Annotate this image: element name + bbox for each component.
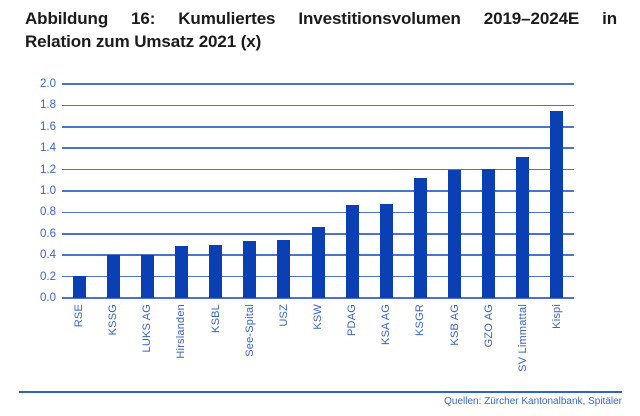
y-tick-label: 1.4 (40, 142, 56, 155)
gridline (62, 126, 574, 128)
y-tick-label: 0.6 (40, 227, 56, 240)
x-tick-label: See-Spital (243, 304, 256, 357)
x-tick-label: Hirslanden (175, 304, 188, 359)
x-tick-label: KSBL (209, 304, 222, 333)
y-tick-label: 1.2 (40, 163, 56, 176)
bar (311, 227, 325, 298)
gridline (62, 297, 574, 299)
bar (72, 275, 86, 298)
x-tick-label: PDAG (346, 304, 359, 336)
bar (209, 244, 223, 298)
figure-title-line-2: Relation zum Umsatz 2021 (x) (25, 32, 262, 51)
gridline (62, 147, 574, 149)
x-tick-label: RSE (73, 304, 86, 328)
bar (140, 255, 154, 298)
figure-title-line-1: Abbildung 16: Kumuliertes Investitionsvo… (25, 9, 617, 28)
gridline (62, 211, 574, 214)
x-tick-label: KSA AG (380, 304, 393, 345)
x-tick-label: USZ (277, 304, 290, 327)
y-tick-label: 0.2 (40, 270, 56, 283)
x-tick-label: Kispi (550, 304, 563, 329)
y-tick-label: 0.0 (40, 292, 56, 304)
bar (482, 168, 496, 298)
x-tick-label: SV Limmattal (516, 304, 529, 372)
y-tick-label: 1.0 (40, 185, 56, 197)
gridline (62, 190, 574, 192)
gridline (62, 168, 574, 171)
gridline (62, 83, 574, 85)
x-tick-label: KSGR (414, 304, 427, 336)
y-tick-label: 2.0 (40, 78, 56, 90)
y-tick-label: 1.8 (40, 99, 56, 112)
y-tick-label: 0.4 (40, 249, 56, 262)
footer-divider-line (19, 391, 622, 393)
bar (413, 178, 427, 298)
bar (516, 156, 530, 298)
bar (174, 245, 188, 298)
bar (379, 203, 393, 298)
bar (550, 110, 564, 298)
y-tick-label: 1.6 (40, 120, 56, 133)
x-tick-label: LUKS AG (141, 304, 154, 353)
x-tick-label: GZO AG (482, 304, 495, 348)
y-tick-label: 0.8 (40, 206, 56, 219)
bar (277, 240, 291, 298)
figure-title: Abbildung 16: Kumuliertes Investitionsvo… (25, 7, 617, 53)
x-tick-label: KSSG (107, 304, 120, 336)
gridline (62, 104, 574, 107)
source-caption: Quellen: Zürcher Kantonalbank, Spitäler (444, 396, 622, 407)
bar (345, 204, 359, 298)
bar (448, 169, 462, 298)
x-tick-label: KSB AG (448, 304, 461, 346)
bar (243, 241, 257, 298)
x-tick-label: KSW (312, 304, 324, 330)
bar (106, 255, 120, 298)
